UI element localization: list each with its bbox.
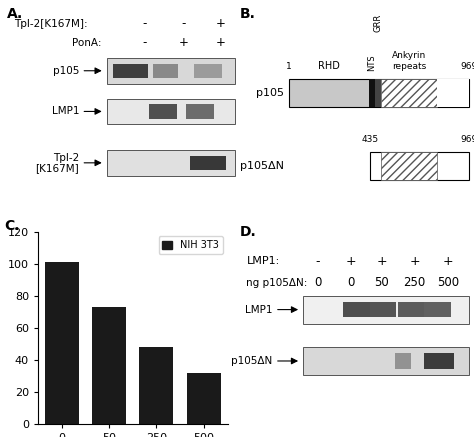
Text: 50: 50 — [374, 276, 389, 289]
Text: LMP1: LMP1 — [52, 107, 79, 116]
Text: Ankyrin
repeats: Ankyrin repeats — [392, 52, 426, 71]
Text: B.: B. — [239, 7, 255, 21]
Bar — [45, 262, 79, 424]
Text: 250: 250 — [404, 276, 426, 289]
Bar — [107, 58, 235, 83]
Bar — [303, 296, 469, 323]
Bar — [375, 80, 381, 107]
Text: 0: 0 — [314, 276, 321, 289]
Bar — [107, 150, 235, 176]
Bar — [139, 347, 173, 424]
Text: p105: p105 — [256, 88, 284, 98]
Text: p105ΔN: p105ΔN — [240, 161, 284, 171]
Text: -: - — [315, 255, 320, 268]
Text: +: + — [216, 36, 226, 49]
Text: A.: A. — [7, 7, 23, 21]
Bar — [343, 302, 370, 317]
Bar — [190, 156, 226, 170]
Text: RHD: RHD — [318, 61, 340, 71]
Bar — [437, 80, 469, 107]
Y-axis label: RLV NF-κB
relative levels of induction: RLV NF-κB relative levels of induction — [0, 259, 2, 397]
Text: NTS: NTS — [367, 54, 376, 71]
Text: 435: 435 — [362, 135, 379, 143]
Text: LMP1: LMP1 — [245, 305, 273, 315]
Text: 969: 969 — [461, 135, 474, 143]
Bar — [424, 354, 454, 369]
Bar — [303, 347, 469, 375]
Bar — [370, 152, 469, 180]
Text: [K167M]: [K167M] — [36, 163, 79, 173]
Bar — [424, 302, 451, 317]
Bar — [92, 307, 126, 424]
Text: ng p105ΔN:: ng p105ΔN: — [246, 278, 308, 288]
Text: +: + — [410, 255, 420, 268]
Text: +: + — [179, 36, 189, 49]
Bar — [398, 302, 424, 317]
Bar — [194, 64, 222, 78]
Bar — [370, 302, 396, 317]
Text: 0: 0 — [347, 276, 355, 289]
Text: PonA:: PonA: — [72, 38, 101, 48]
Bar — [149, 104, 177, 118]
Text: +: + — [346, 255, 356, 268]
Text: LMP1:: LMP1: — [246, 257, 280, 267]
Bar — [381, 80, 437, 107]
Text: 1: 1 — [286, 62, 292, 71]
Text: Tpl-2[K167M]:: Tpl-2[K167M]: — [14, 19, 88, 29]
Text: +: + — [376, 255, 387, 268]
Bar — [369, 80, 375, 107]
Bar — [153, 64, 179, 78]
Bar — [394, 354, 411, 369]
Bar — [113, 64, 148, 78]
Bar — [187, 373, 221, 424]
Bar — [107, 99, 235, 124]
Legend: NIH 3T3: NIH 3T3 — [158, 236, 223, 254]
Text: p105ΔN: p105ΔN — [231, 356, 273, 366]
Bar — [381, 152, 437, 180]
Text: 500: 500 — [437, 276, 459, 289]
Text: D.: D. — [239, 225, 256, 239]
Text: +: + — [443, 255, 453, 268]
Text: GRR: GRR — [374, 14, 383, 32]
Text: C.: C. — [5, 218, 20, 232]
Text: -: - — [142, 17, 146, 30]
Text: +: + — [216, 17, 226, 30]
Text: Tpl-2: Tpl-2 — [53, 153, 79, 163]
Bar — [186, 104, 214, 118]
Bar — [289, 80, 469, 107]
Text: -: - — [182, 17, 186, 30]
Text: 969: 969 — [461, 62, 474, 71]
Text: -: - — [142, 36, 146, 49]
Text: p105: p105 — [53, 66, 79, 76]
